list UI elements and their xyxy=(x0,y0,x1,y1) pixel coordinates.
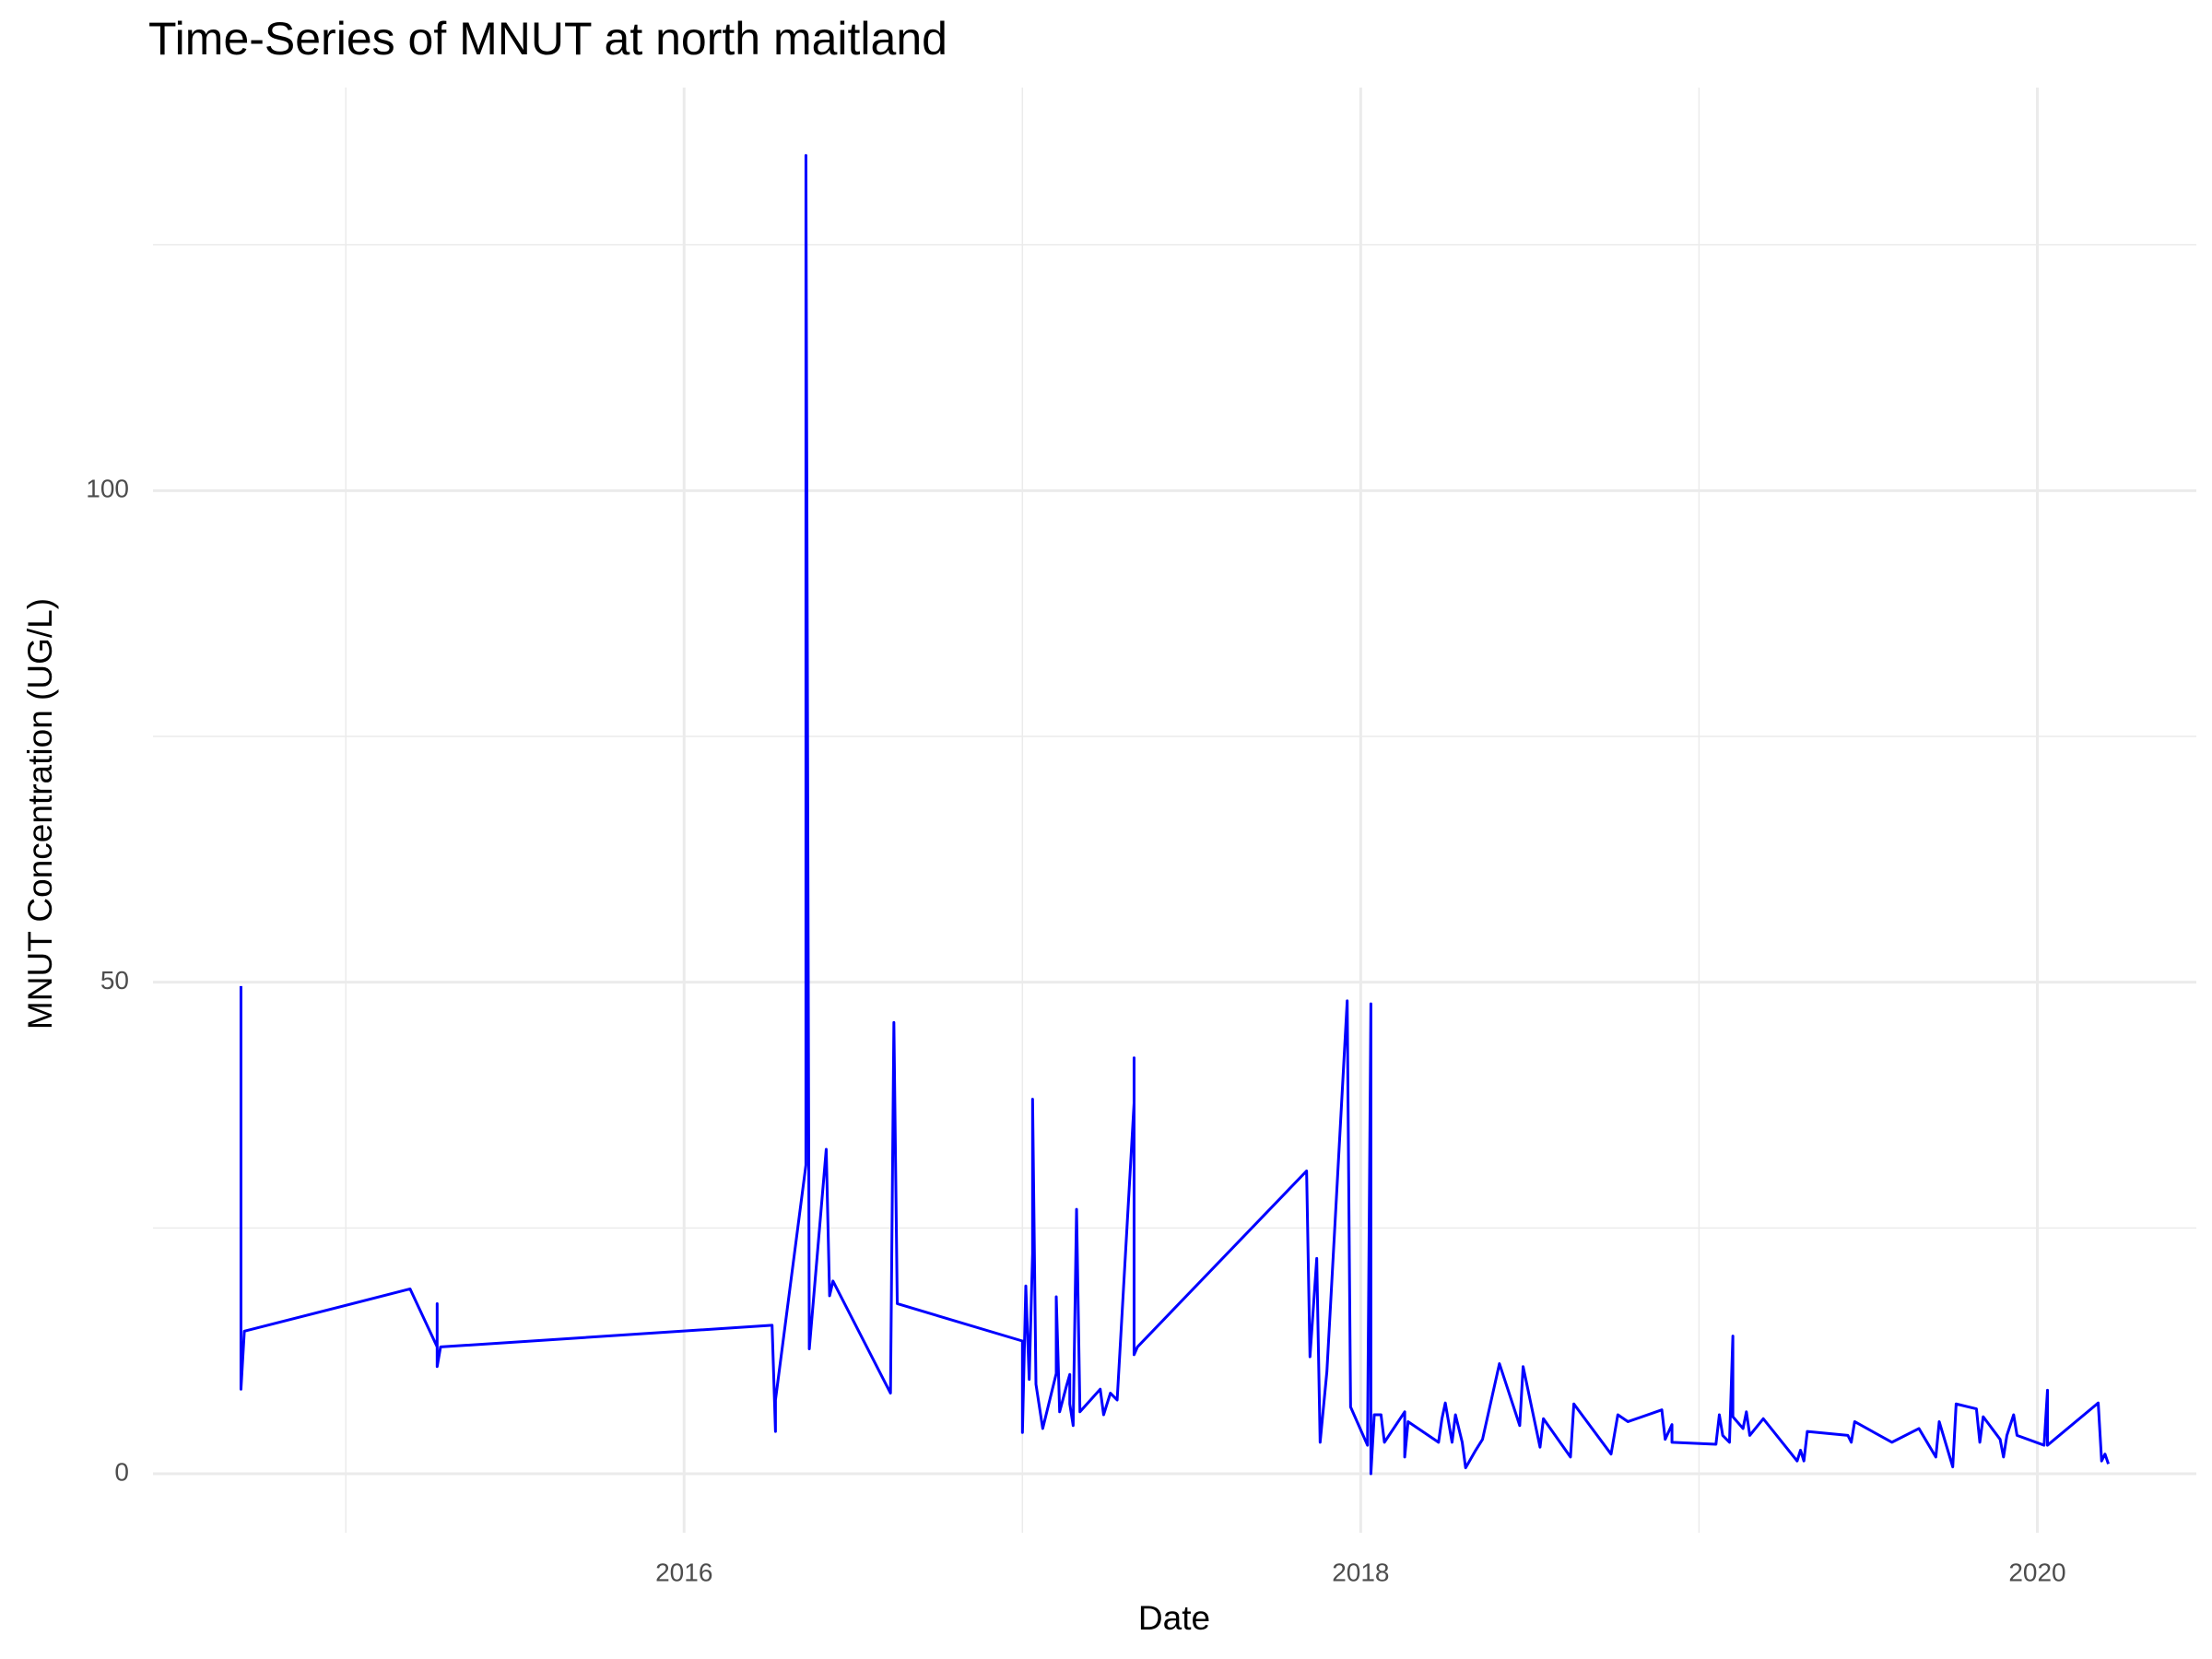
y-tick-label: 100 xyxy=(86,475,129,503)
y-tick-label: 0 xyxy=(114,1457,129,1486)
data-line xyxy=(239,154,2110,1476)
plot-area xyxy=(239,154,2110,1476)
x-tick-label: 2016 xyxy=(655,1558,712,1586)
x-tick-label: 2018 xyxy=(1332,1558,1389,1586)
x-axis-title: Date xyxy=(1138,1599,1210,1637)
grid xyxy=(153,88,2196,1533)
y-tick-label: 50 xyxy=(100,966,129,994)
y-axis-title: MNUT Concentration (UG/L) xyxy=(21,598,59,1030)
x-tick-label: 2020 xyxy=(2008,1558,2065,1586)
chart-title: Time-Series of MNUT at north maitland xyxy=(148,13,947,65)
